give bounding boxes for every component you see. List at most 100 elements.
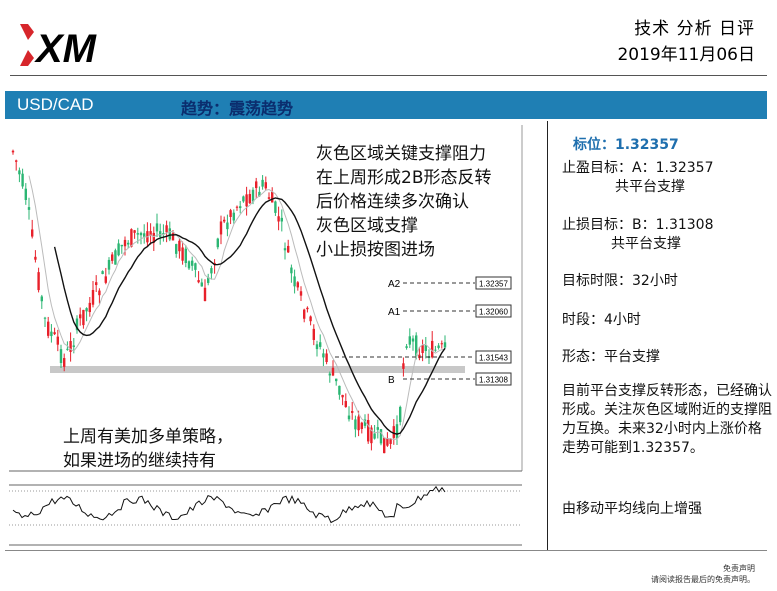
level-value-box <box>475 350 512 364</box>
candle-body <box>242 196 245 202</box>
candle-body <box>306 307 309 310</box>
candle-body <box>162 233 165 235</box>
level-value: 1.31543 <box>479 354 508 363</box>
candle-body <box>325 353 328 363</box>
candle-body <box>261 179 264 187</box>
candle-body <box>53 332 56 335</box>
ma-note: 由移动平均线向上增强 <box>562 501 702 517</box>
candle-body <box>24 188 27 200</box>
candle-body <box>399 406 402 423</box>
candle-body <box>226 222 229 230</box>
candle-body <box>175 244 178 254</box>
candle-body <box>255 181 258 189</box>
candle-body <box>111 254 114 261</box>
candle-body <box>143 233 146 237</box>
candle-body <box>47 321 50 336</box>
candle-body <box>239 206 242 209</box>
candle-body <box>277 216 280 222</box>
candle-body <box>351 411 354 413</box>
candle-body <box>392 426 395 438</box>
footer-divider <box>5 550 767 551</box>
candle-body <box>130 229 133 247</box>
candle-body <box>59 349 63 364</box>
candle-body <box>248 194 251 204</box>
header-divider <box>10 75 767 76</box>
candle-body <box>258 191 261 197</box>
chart-note-top: 灰色区域关键支撑阻力 在上周形成2B形态反转 后价格连续多次确认 灰色区域支撑 … <box>316 144 492 260</box>
ma-fast-line <box>28 175 446 441</box>
candle-body <box>443 342 447 348</box>
candle-body <box>216 238 219 248</box>
candle-body <box>133 230 136 233</box>
trend-label: 趋势：震荡趋势 <box>181 99 294 118</box>
report-date: 2019年11月06日 <box>617 45 755 65</box>
candle-body <box>440 343 443 345</box>
oscillator-line <box>12 485 446 524</box>
stop-loss-note: 共平台支撑 <box>611 236 681 252</box>
candle-body <box>207 277 210 283</box>
candle-body <box>312 328 315 340</box>
take-profit: 止盈目标：A：1.32357 <box>562 160 714 176</box>
candle-body <box>405 346 408 348</box>
disclaimer-text: 请阅读报告最后的免责声明。 <box>651 575 755 584</box>
candle-body <box>296 282 299 288</box>
candle-body <box>56 336 59 345</box>
candle-body <box>229 210 232 217</box>
candle-body <box>360 422 363 429</box>
take-profit-note: 共平台支撑 <box>615 179 685 195</box>
disclaimer: 免责声明 请阅读报告最后的免责声明。 <box>651 563 755 585</box>
logo-text: XM <box>34 27 98 66</box>
candle-body <box>347 415 351 420</box>
candle-body <box>40 296 43 302</box>
candle-body <box>101 271 104 275</box>
chart-note-bottom: 上周有美加多单策略， 如果进场的继续持有 <box>63 427 233 471</box>
candle-body <box>91 290 95 305</box>
candle-body <box>319 342 322 347</box>
panel-divider <box>547 121 548 550</box>
candle-body <box>187 261 191 269</box>
candle-body <box>251 189 255 202</box>
candle-body <box>357 416 360 431</box>
candle-body <box>283 248 287 251</box>
candle-body <box>194 263 197 270</box>
candle-body <box>50 331 53 337</box>
candle-body <box>104 276 107 283</box>
candle-body <box>120 244 123 247</box>
disclaimer-title: 免责声明 <box>723 564 755 573</box>
candle-body <box>299 291 303 296</box>
candle-body <box>264 182 267 189</box>
period: 时段：4小时 <box>562 312 641 328</box>
candle-body <box>424 345 427 351</box>
candle-body <box>152 232 155 243</box>
candle-body <box>395 424 399 439</box>
candle-body <box>63 358 66 367</box>
candle-body <box>341 394 344 398</box>
candle-body <box>431 340 434 358</box>
candle-body <box>114 250 117 265</box>
xm-logo: XM <box>20 24 98 66</box>
candle-body <box>434 349 437 351</box>
candle-body <box>322 353 325 358</box>
candle-body <box>21 173 24 187</box>
analysis-text: 目前平台支撑反转形态，已经确认形成。关注灰色区域附近的支撑阻力互换。未来32小时… <box>562 383 772 456</box>
candle-body <box>98 290 101 296</box>
candle-body <box>75 318 79 331</box>
candle-body <box>18 170 21 175</box>
level-value: 1.32357 <box>479 280 508 289</box>
candle-body <box>367 419 370 442</box>
candle-body <box>139 232 143 236</box>
candle-body <box>191 260 194 266</box>
candle-body <box>69 341 72 352</box>
candle-body <box>178 240 181 252</box>
candle-body <box>386 438 389 446</box>
candle-body <box>43 317 47 319</box>
target-level: 标位：1.32357 <box>573 137 679 153</box>
level-markers: A2 1.32357 A1 1.32060 1.31543 B 1.31308 <box>335 276 512 386</box>
candles <box>11 149 447 454</box>
candle-body <box>354 419 357 430</box>
candle-body <box>219 221 223 235</box>
candle-body <box>15 160 18 162</box>
candle-body <box>149 231 152 236</box>
candle-body <box>232 212 235 221</box>
candle-body <box>437 345 440 348</box>
